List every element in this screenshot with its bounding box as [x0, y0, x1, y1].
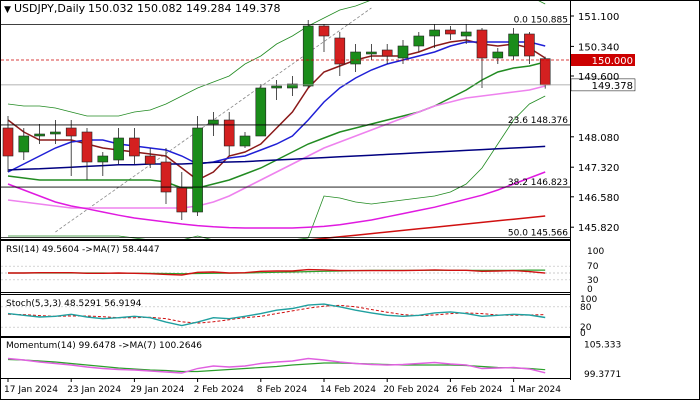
ma-navy-line	[7, 145, 546, 171]
candle-body	[34, 133, 45, 137]
dropdown-triangle-icon[interactable]: ▼	[4, 5, 11, 15]
date-label: 1 Mar 2024	[510, 385, 562, 395]
level-label: 38.2 146.823	[508, 178, 568, 188]
date-label: 2 Feb 2024	[194, 385, 245, 395]
momentum-tick-label: 99.3771	[584, 370, 621, 380]
candle-body	[366, 51, 377, 55]
candle-body	[239, 135, 251, 147]
bollinger-upper	[7, 1, 546, 117]
level-label: 23.6 148.376	[508, 116, 568, 126]
bollinger-lower	[8, 95, 546, 239]
price-tick-label: 151.100	[578, 12, 619, 23]
price-tag-bg	[570, 78, 636, 92]
price-axis: 0.0 150.885 150.000 149.378 23.6 148.376 38.…	[508, 12, 636, 380]
price-tag: 149.378	[592, 81, 633, 92]
stoch-tick-label: 20	[580, 323, 592, 333]
candle-body	[208, 119, 219, 125]
candle-body	[287, 83, 298, 89]
candle-body	[476, 29, 488, 59]
date-label: 29 Jan 2024	[130, 385, 184, 395]
date-label: 20 Feb 2024	[383, 385, 439, 395]
price-tick-label: 149.600	[578, 72, 619, 83]
candle-body	[539, 58, 551, 86]
date-axis: 17 Jan 2024 23 Jan 2024 29 Jan 2024 2 Feb 2…	[4, 378, 561, 395]
price-tick-label: 146.580	[578, 193, 619, 204]
candle-body	[413, 35, 425, 47]
trend-line	[55, 7, 372, 233]
candle-body	[97, 155, 109, 163]
stoch-k-line	[7, 303, 546, 327]
date-label: 26 Feb 2024	[446, 385, 502, 395]
rsi-tick-label: 0	[587, 285, 593, 295]
candle-body	[50, 131, 61, 135]
candle-body	[460, 31, 472, 37]
date-label: 17 Jan 2024	[4, 385, 58, 395]
candle-body	[445, 29, 456, 35]
rsi-tick-label: 30	[587, 276, 599, 286]
date-label: 14 Feb 2024	[320, 385, 376, 395]
price-tick-label: 145.820	[578, 223, 619, 234]
price-tick-label: 148.080	[578, 133, 619, 144]
rsi-label: RSI(14) 49.5604 ->MA(7) 58.4447	[6, 245, 160, 255]
candle-body	[334, 37, 346, 65]
candle-body	[81, 131, 93, 163]
candle-body	[524, 33, 535, 57]
indicators-layer	[1, 265, 570, 374]
momentum-label: Momentum(14) 99.6478 ->MA(7) 100.2646	[6, 341, 202, 351]
candle-body	[508, 33, 519, 57]
rsi-tick-label: 70	[587, 262, 599, 272]
rsi-line	[8, 268, 546, 276]
momentum-line	[7, 357, 546, 374]
ohlc-readout: 150.032 150.082 149.284 149.378	[88, 2, 280, 15]
candle-body	[318, 25, 330, 37]
candle-body	[492, 51, 504, 59]
stoch-tick-label: 0	[580, 329, 586, 339]
ma-magenta-line	[7, 171, 546, 229]
candle-body	[160, 161, 172, 193]
stoch-tick-label: 100	[580, 295, 597, 305]
candle-body	[271, 85, 282, 89]
candle-body	[192, 127, 203, 213]
stoch-d-line	[7, 304, 546, 324]
date-label: 8 Feb 2024	[257, 385, 308, 395]
candle-body	[176, 187, 188, 213]
price-tag: 150.000	[592, 56, 633, 67]
candle-body	[255, 87, 267, 137]
candle-body	[397, 45, 409, 59]
stoch-label: Stoch(5,3,3) 48.5291 56.9194	[6, 299, 142, 309]
ma-red-line	[310, 215, 546, 239]
levels-layer	[1, 24, 570, 238]
ma-dark-red-line	[7, 39, 546, 181]
candle-body	[223, 119, 235, 147]
level-label: 0.0 150.885	[514, 16, 568, 26]
price-tick-label: 150.340	[578, 42, 619, 53]
rsi-tick-label: 100	[587, 247, 604, 257]
candle-body	[129, 137, 140, 157]
candle-body	[2, 127, 14, 157]
candle-body	[113, 137, 124, 161]
candle-body	[350, 51, 361, 65]
date-label: 23 Jan 2024	[67, 385, 121, 395]
candle-body	[18, 135, 30, 153]
candle-body	[65, 127, 77, 137]
symbol-label: USDJPY,Daily	[14, 2, 86, 15]
candle-body	[429, 29, 440, 37]
momentum-tick-label: 105.333	[584, 340, 621, 350]
candle-body	[381, 49, 393, 57]
ma-violet-line	[7, 85, 546, 209]
stoch-tick-label: 80	[580, 303, 592, 313]
price-tick-label: 147.320	[578, 163, 619, 174]
ma-blue-line	[7, 41, 546, 173]
candle-body	[302, 25, 314, 87]
candle-body	[144, 155, 156, 165]
price-tag-bg	[571, 54, 635, 66]
level-label: 50.0 145.566	[508, 228, 568, 238]
momentum-ma-line	[7, 358, 546, 373]
price-series-layer	[2, 1, 551, 239]
